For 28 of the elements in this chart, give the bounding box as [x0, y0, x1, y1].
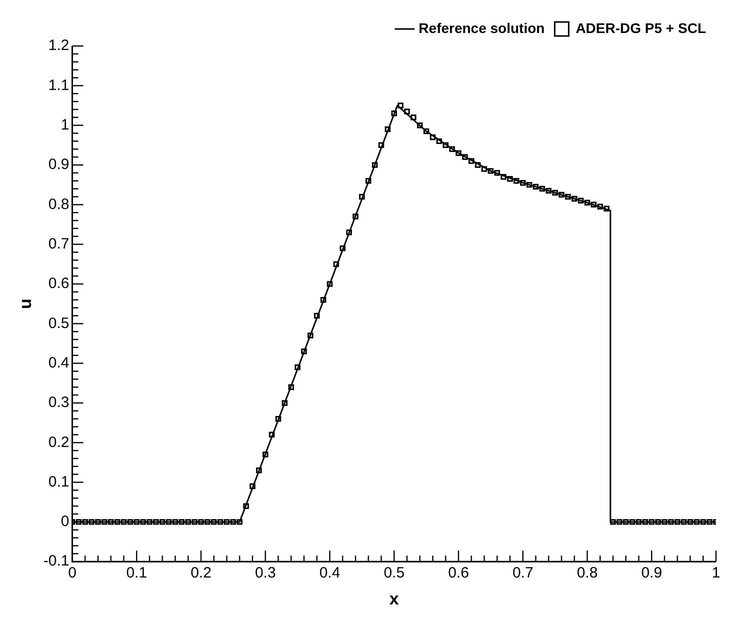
x-tick-label: 0.9 — [641, 564, 662, 582]
x-tick-label: 0.5 — [384, 564, 405, 582]
x-tick-label: 0.6 — [448, 564, 469, 582]
y-tick-label: 0.3 — [48, 394, 70, 412]
y-tick-label: 1.1 — [48, 76, 70, 94]
y-tick-label: 0.4 — [48, 354, 70, 372]
x-tick-label: 0.2 — [190, 564, 212, 582]
y-tick-label: -0.1 — [43, 552, 70, 570]
y-axis-title: u — [16, 298, 35, 309]
y-tick-label: 1.2 — [48, 37, 70, 54]
y-tick-label: 0.1 — [48, 473, 70, 490]
x-tick-label: 0.1 — [126, 564, 148, 582]
y-tick-label: 0 — [60, 513, 70, 530]
x-tick-label: 0.8 — [576, 564, 598, 582]
legend-label: ADER-DG P5 + SCL — [576, 20, 706, 36]
y-tick-label: 0.5 — [48, 314, 70, 332]
y-tick-label: 1 — [60, 116, 70, 134]
x-tick-label: 0.7 — [512, 564, 534, 582]
x-axis-title: x — [389, 589, 400, 608]
legend-label: Reference solution — [418, 20, 545, 36]
y-tick-label: 0.2 — [48, 434, 70, 451]
y-tick-label: 0.8 — [48, 196, 70, 213]
y-tick-label: 0.6 — [48, 275, 70, 292]
x-tick-label: 1 — [712, 564, 720, 582]
y-tick-label: 0.9 — [48, 156, 70, 174]
y-tick-label: 0.7 — [48, 235, 70, 252]
x-tick-label: 0.3 — [254, 564, 276, 582]
x-tick-label: 0.4 — [319, 564, 340, 582]
